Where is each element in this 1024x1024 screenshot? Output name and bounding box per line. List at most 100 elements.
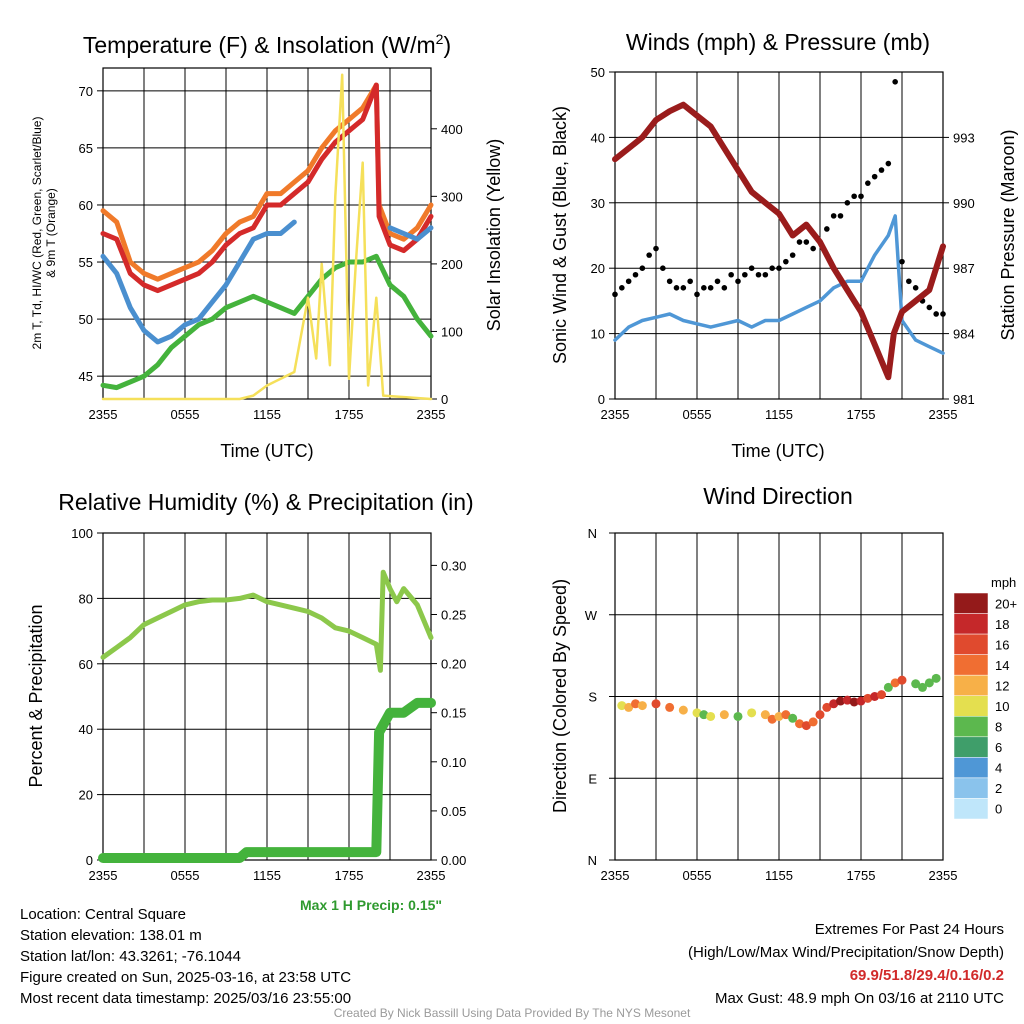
x-tick-label: 0555: [171, 407, 200, 422]
direction-point: [877, 690, 886, 700]
gust-point: [871, 173, 878, 180]
direction-point: [856, 696, 866, 706]
precip-y-tick-label: 0.00: [441, 853, 466, 868]
legend-swatch: [953, 674, 989, 696]
direction-point: [781, 710, 791, 720]
insolation-y-tick-label: 400: [441, 122, 463, 137]
wind-y-tick-label: 40: [591, 130, 605, 145]
extremes-legend: (High/Low/Max Wind/Precipitation/Snow De…: [688, 944, 1004, 961]
legend-swatch: [953, 592, 989, 614]
legend-label: 6: [995, 740, 1002, 755]
legend-swatch: [953, 777, 989, 799]
direction-point: [911, 679, 921, 689]
legend-label: 2: [995, 781, 1002, 796]
direction-point: [890, 678, 900, 688]
humidity-line: [100, 569, 434, 673]
direction-point: [767, 714, 777, 724]
insolation-line: [101, 73, 433, 401]
temp-y-tick-label: 50: [79, 312, 93, 327]
gust-point: [844, 200, 851, 206]
gust-point: [612, 291, 618, 298]
x-tick-label: 1155: [765, 868, 793, 883]
gust-point: [755, 271, 762, 278]
direction-point: [849, 697, 859, 707]
insolation-y-tick-label: 100: [441, 324, 463, 339]
x-tick-label: 2355: [601, 407, 630, 422]
gust-point: [776, 265, 782, 272]
wind-direction-ylabel: Direction (Colored By Speed): [550, 579, 570, 813]
recent-text: Most recent data timestamp: 2025/03/16 2…: [20, 990, 352, 1007]
x-tick-label: 2355: [89, 407, 118, 422]
legend-swatch: [953, 757, 989, 779]
precip-y-tick-label: 0.20: [441, 657, 466, 672]
x-tick-label: 1755: [335, 868, 364, 883]
gust-point: [796, 239, 803, 245]
gust-point: [632, 271, 639, 278]
x-tick-label: 1755: [847, 407, 876, 422]
x-tick-label: 1155: [765, 407, 793, 422]
precipitation-line: [98, 697, 436, 863]
elevation-text: Station elevation: 138.01 m: [20, 927, 202, 944]
direction-point: [624, 702, 634, 712]
wind-y-tick-label: 30: [591, 196, 605, 211]
direction-point: [719, 710, 729, 720]
gust-point: [865, 180, 871, 186]
legend-label: 8: [995, 720, 1002, 735]
pressure-y-tick-label: 993: [953, 130, 975, 145]
precip-y-tick-label: 0.05: [441, 804, 466, 819]
direction-point: [924, 678, 934, 688]
winds-ylabel: Sonic Wind & Gust (Blue, Black): [550, 106, 570, 364]
gust-point: [810, 245, 816, 252]
wind-y-tick-label: 20: [591, 261, 605, 276]
direction-y-tick-label: E: [588, 771, 597, 786]
direction-point: [897, 675, 907, 685]
gust-point: [933, 311, 939, 317]
wind-y-tick-label: 10: [591, 327, 605, 342]
x-tick-label: 2355: [89, 868, 118, 883]
gust-point: [851, 193, 857, 200]
direction-point: [801, 721, 811, 731]
x-tick-label: 2355: [417, 868, 446, 883]
temp-y-tick-label: 65: [79, 141, 93, 156]
pressure-ylabel: Station Pressure (Maroon): [998, 129, 1018, 340]
gust-point: [735, 278, 741, 285]
direction-point: [795, 719, 804, 729]
direction-y-tick-label: S: [588, 690, 597, 705]
direction-point: [699, 710, 709, 720]
winds-xlabel: Time (UTC): [731, 441, 824, 461]
humidity-panel: Relative Humidity (%) & Precipitation (i…: [26, 489, 474, 883]
created-text: Figure created on Sun, 2025-03-16, at 23…: [20, 969, 352, 986]
gust-point: [885, 160, 892, 167]
legend-swatch: [953, 633, 989, 655]
gust-point: [789, 252, 796, 258]
extremes-title: Extremes For Past 24 Hours: [814, 921, 1004, 938]
humidity-y-tick-label: 20: [79, 788, 93, 803]
temperature-ylabel-2: & 9m T (Orange): [44, 188, 58, 278]
precip-y-tick-label: 0.10: [441, 755, 466, 770]
direction-point: [733, 711, 743, 721]
legend-swatch: [953, 716, 989, 738]
direction-point: [706, 711, 716, 721]
x-tick-label: 2355: [417, 407, 446, 422]
gust-point: [742, 271, 748, 278]
gust-point: [701, 285, 707, 291]
wind-y-tick-label: 0: [598, 392, 605, 407]
gust-point: [783, 258, 789, 265]
gust-point: [906, 278, 912, 285]
temperature-panel: Temperature (F) & Insolation (W/m2) Time…: [30, 31, 504, 461]
x-tick-label: 0555: [171, 868, 200, 883]
gust-point: [619, 285, 625, 291]
precip-y-tick-label: 0.15: [441, 706, 466, 721]
temperature-line: [100, 219, 297, 345]
gust-point: [762, 271, 769, 278]
insolation-y-tick-label: 200: [441, 257, 463, 272]
humidity-y-tick-label: 40: [79, 722, 93, 737]
temperature-line: [100, 82, 434, 294]
x-tick-label: 1155: [253, 407, 281, 422]
direction-point: [836, 696, 845, 706]
insolation-ylabel: Solar Insolation (Yellow): [484, 139, 504, 331]
insolation-y-tick-label: 0: [441, 392, 448, 407]
gust-point: [721, 285, 728, 291]
humidity-ylabel: Percent & Precipitation: [26, 604, 46, 787]
gust-point: [653, 245, 659, 252]
